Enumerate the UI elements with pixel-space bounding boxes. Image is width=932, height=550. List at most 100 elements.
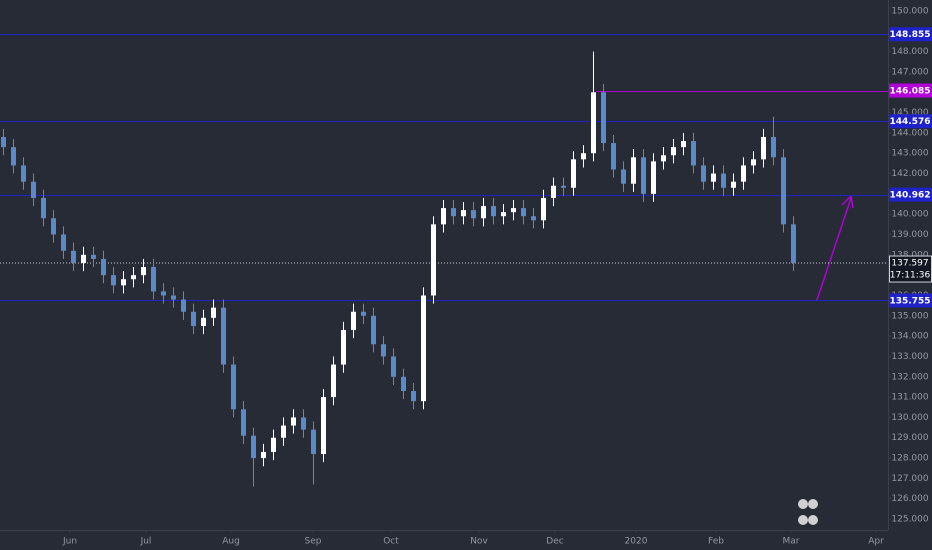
candle-body (251, 435, 256, 459)
x-tick-label: Dec (546, 537, 563, 547)
candle-body (201, 317, 206, 326)
candle-body (171, 295, 176, 300)
candle-body (341, 330, 346, 365)
level-label-box (889, 27, 932, 42)
x-tick-label: Jun (62, 537, 77, 547)
y-tick-label: 145.000 (891, 108, 928, 118)
candle-body (771, 136, 776, 158)
arrow-line (816, 197, 852, 301)
level-label-box (889, 293, 932, 308)
level-label: 144.576 (890, 117, 931, 127)
x-tick-label: Sep (305, 537, 322, 547)
candle-body (691, 141, 696, 166)
candle-body (211, 307, 216, 318)
y-tick-label: 130.000 (891, 413, 928, 423)
candle-body (271, 437, 276, 452)
candle-body (741, 165, 746, 182)
icon (808, 499, 818, 509)
candle-body (281, 425, 286, 438)
y-tick-label: 150.000 (891, 6, 928, 16)
candle-body (721, 173, 726, 188)
y-tick-label: 135.000 (891, 311, 928, 321)
candle-body (501, 212, 506, 217)
y-tick-label: 143.000 (891, 149, 928, 159)
y-tick-label: 129.000 (891, 433, 928, 443)
y-tick-label: 134.000 (891, 332, 928, 342)
candle-body (671, 147, 676, 156)
candle-body (421, 295, 426, 402)
candle-body (371, 315, 376, 345)
candle-body (151, 267, 156, 292)
candle-body (1, 136, 6, 148)
candle-body (101, 258, 106, 276)
candle-body (521, 208, 526, 217)
candle-body (621, 169, 626, 184)
candle-body (441, 208, 446, 225)
candle-body (311, 429, 316, 454)
candle-body (351, 311, 356, 331)
x-tick-label: Oct (383, 537, 399, 547)
candle-body (551, 185, 556, 198)
candle-body (21, 165, 26, 182)
y-tick-label: 127.000 (891, 474, 928, 484)
candle-body (231, 364, 236, 410)
candle-body (261, 451, 266, 459)
candle-body (681, 141, 686, 148)
x-tick-label: Feb (708, 537, 724, 547)
candle-body (641, 157, 646, 194)
candle-body (401, 376, 406, 391)
candle-body (651, 161, 656, 194)
candle-body (591, 92, 596, 154)
y-tick-label: 138.000 (891, 250, 928, 260)
y-tick-label: 126.000 (891, 494, 928, 504)
candle-body (221, 307, 226, 365)
y-tick-label: 148.000 (891, 47, 928, 57)
x-tick-label: Mar (783, 537, 800, 547)
last-price-box (889, 255, 932, 283)
candle-body (41, 197, 46, 219)
candle-body (81, 254, 86, 263)
candle-body (71, 250, 76, 263)
candle-body (751, 159, 756, 166)
candle-body (481, 206, 486, 219)
candle-body (701, 165, 706, 182)
y-tick-label: 132.000 (891, 372, 928, 382)
candle-body (451, 208, 456, 217)
level-label: 148.855 (890, 30, 931, 40)
y-tick-label: 131.000 (891, 393, 928, 403)
candle-body (61, 234, 66, 251)
candle-body (191, 311, 196, 326)
icon (798, 515, 808, 525)
candle-body (431, 224, 436, 296)
candle-body (411, 390, 416, 402)
candle-body (111, 275, 116, 286)
x-tick-label: Aug (222, 537, 240, 547)
candle-body (241, 409, 246, 436)
y-tick-label: 147.000 (891, 67, 928, 77)
candle-body (731, 181, 736, 188)
candle-body (631, 157, 636, 184)
candle-body (661, 155, 666, 162)
candle-body (491, 206, 496, 217)
level-label-box (889, 187, 932, 202)
candle-body (791, 224, 796, 263)
y-tick-label: 144.000 (891, 128, 928, 138)
y-tick-label: 139.000 (891, 230, 928, 240)
x-tick-label: Apr (868, 537, 884, 547)
candle-body (361, 311, 366, 316)
candle-body (141, 267, 146, 276)
x-tick-label: Nov (470, 537, 488, 547)
icon (808, 515, 818, 525)
level-label: 135.755 (890, 296, 931, 306)
candle-body (581, 153, 586, 160)
candle-body (781, 157, 786, 225)
y-tick-label: 142.000 (891, 169, 928, 179)
candle-body (761, 136, 766, 160)
y-tick-label: 133.000 (891, 352, 928, 362)
candle-body (531, 216, 536, 221)
candle-body (391, 356, 396, 377)
x-tick-label: Jul (140, 537, 152, 547)
candle-body (91, 254, 96, 259)
